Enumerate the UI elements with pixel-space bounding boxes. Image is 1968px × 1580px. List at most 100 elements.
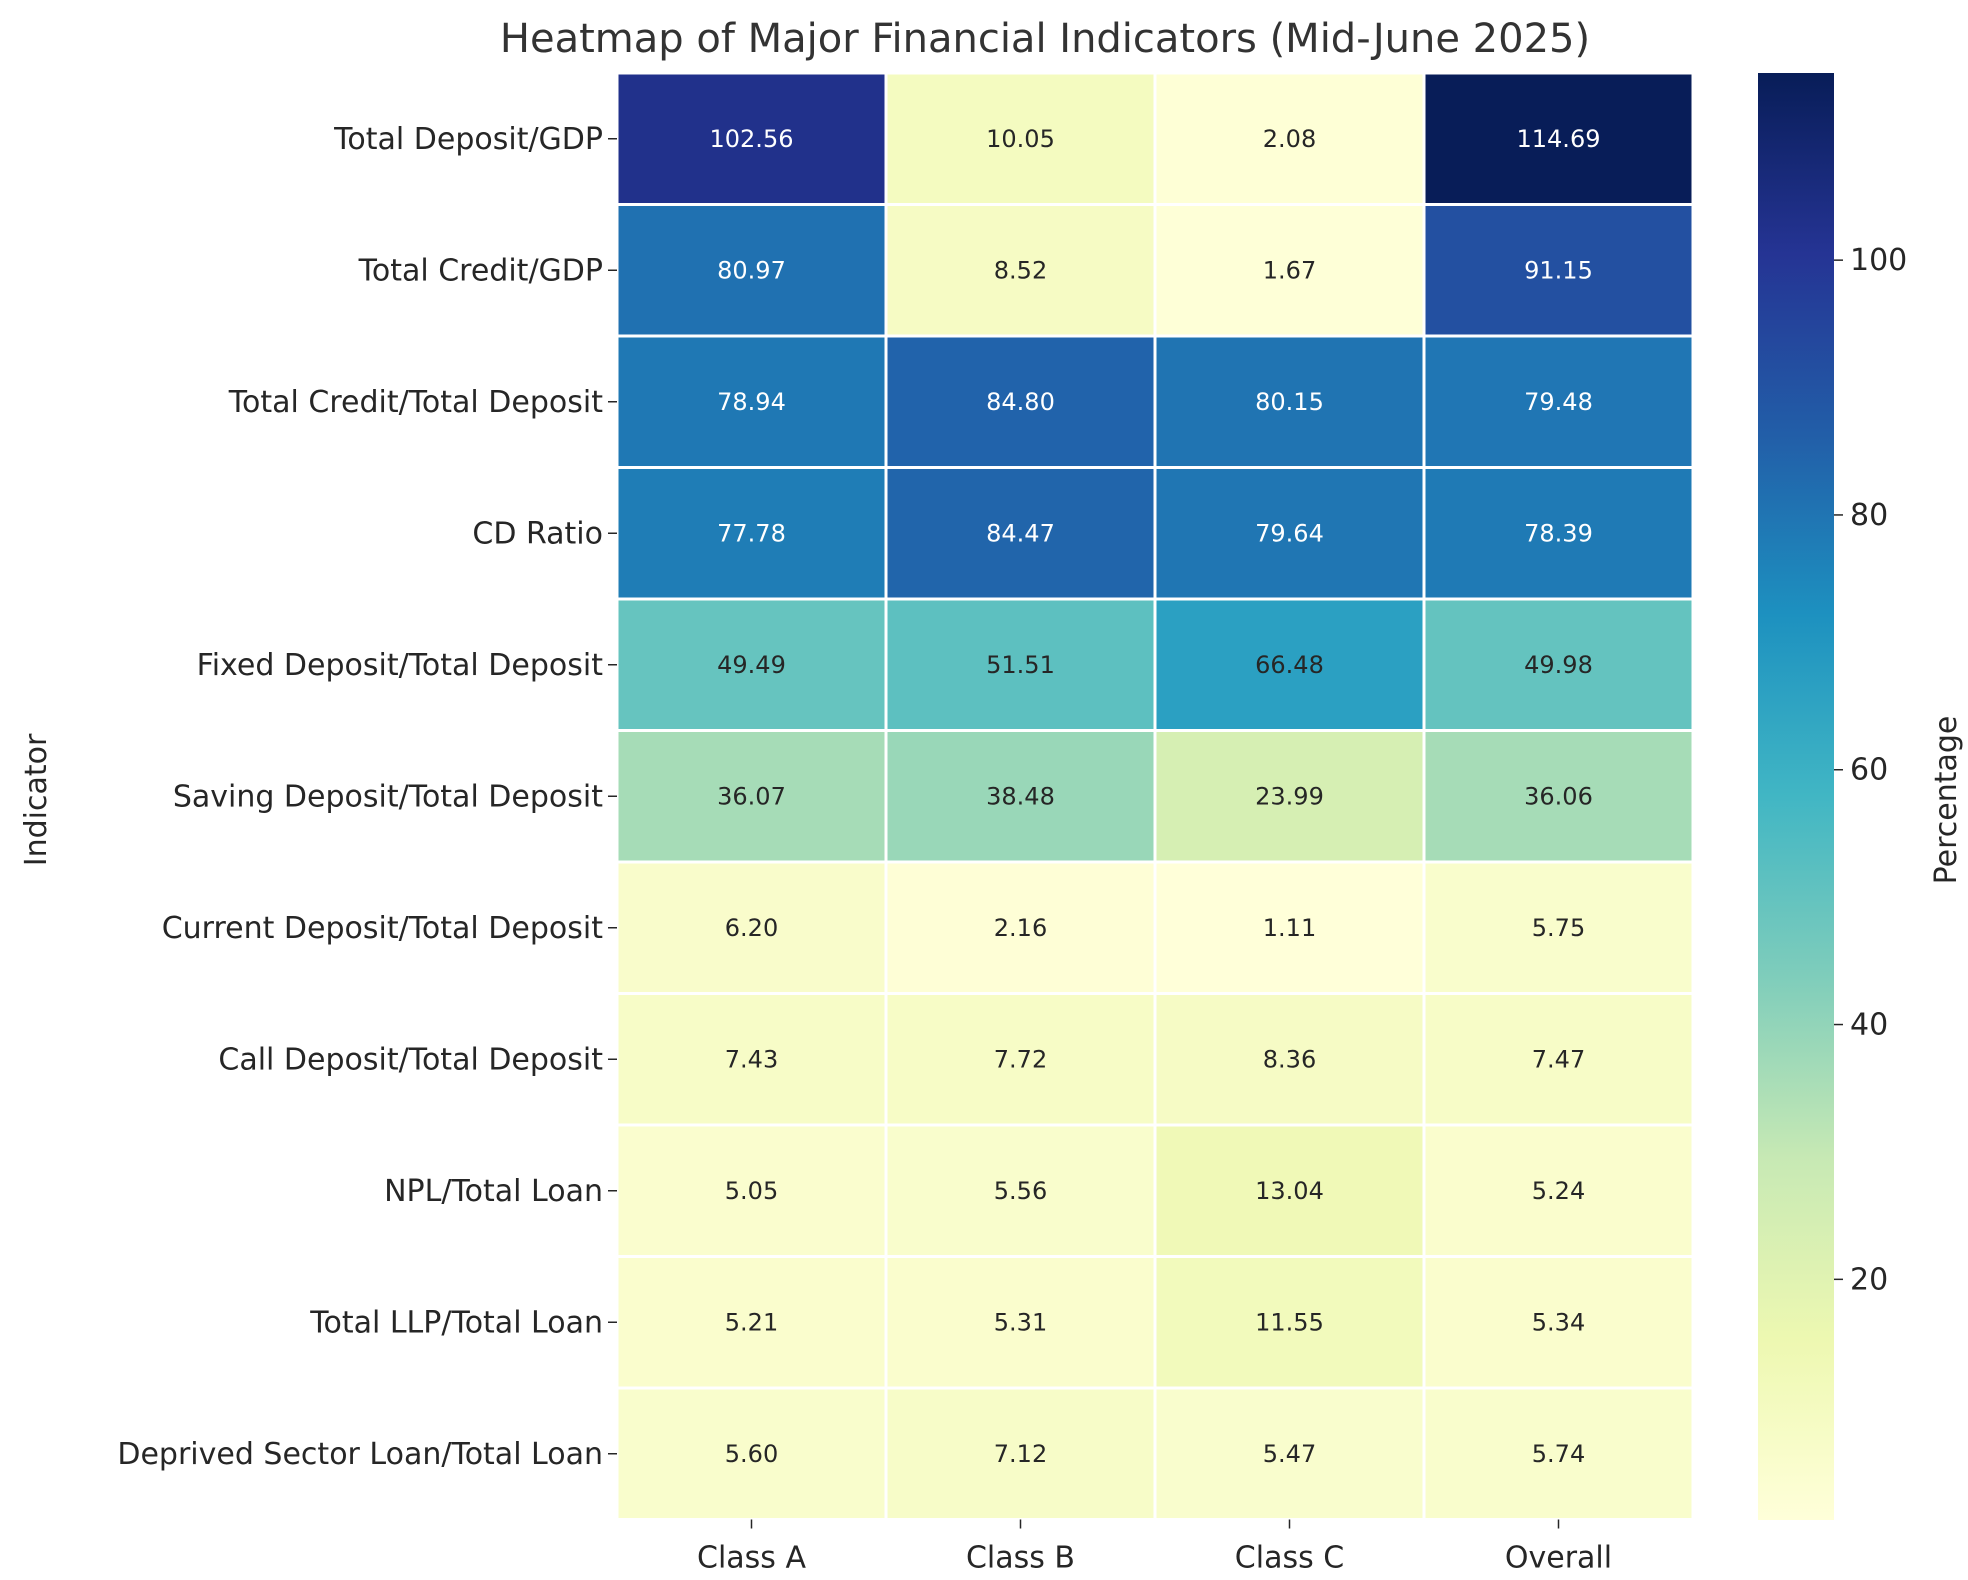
y-axis-label: Indicator: [19, 733, 54, 866]
cell-value-label: 1.67: [1263, 256, 1316, 284]
cell-value-label: 51.51: [986, 651, 1055, 679]
heatmap-cell: [1422, 1255, 1695, 1390]
cell-value-label: 5.34: [1532, 1308, 1585, 1336]
heatmap-cell: [615, 860, 888, 995]
cell-value-label: 8.36: [1263, 1045, 1316, 1073]
heatmap-cell: [884, 466, 1157, 601]
heatmap-cell: [884, 1386, 1157, 1521]
cell-value-label: 114.69: [1517, 125, 1601, 153]
heatmap-cell: [1422, 597, 1695, 732]
heatmap-cell: [1422, 334, 1695, 469]
cell-value-label: 36.07: [717, 782, 786, 810]
cell-value-label: 49.98: [1524, 651, 1593, 679]
cell-value-label: 5.05: [725, 1177, 778, 1205]
cell-value-label: 84.47: [986, 519, 1055, 547]
y-tick-label: Total Credit/Total Deposit: [228, 385, 603, 420]
cell-value-label: 8.52: [994, 256, 1047, 284]
y-tick-label: Current Deposit/Total Deposit: [162, 911, 604, 946]
heatmap-cells: [615, 71, 1695, 1521]
heatmap-cell: [1153, 1255, 1426, 1390]
cell-value-label: 7.12: [994, 1440, 1047, 1468]
heatmap-cell: [1153, 860, 1426, 995]
colorbar-tick-label: 80: [1850, 498, 1888, 533]
y-axis-ticks: Total Deposit/GDP Total Credit/GDP Total C…: [117, 122, 617, 1472]
heatmap-cell: [884, 203, 1157, 338]
heatmap-cell: [1153, 1386, 1426, 1521]
cell-value-label: 102.56: [710, 125, 794, 153]
heatmap-cell: [1422, 860, 1695, 995]
cell-value-label: 2.08: [1263, 125, 1316, 153]
colorbar-ticks: 20 40 60 80 100: [1834, 243, 1907, 1297]
cell-value-label: 7.47: [1532, 1045, 1585, 1073]
cell-value-label: 5.75: [1532, 914, 1585, 942]
colorbar: [1758, 73, 1834, 1520]
cell-value-label: 79.64: [1255, 519, 1324, 547]
cell-value-label: 78.94: [717, 388, 786, 416]
cell-value-label: 11.55: [1255, 1308, 1324, 1336]
cell-value-label: 84.80: [986, 388, 1055, 416]
y-tick-label: Fixed Deposit/Total Deposit: [197, 648, 604, 683]
cell-value-label: 78.39: [1524, 519, 1593, 547]
cell-value-label: 5.56: [994, 1177, 1047, 1205]
cell-value-label: 66.48: [1255, 651, 1324, 679]
colorbar-tick-label: 20: [1850, 1262, 1888, 1297]
x-tick-label: Overall: [1505, 1541, 1612, 1576]
cell-value-label: 5.74: [1532, 1440, 1585, 1468]
x-tick-label: Class B: [966, 1541, 1075, 1576]
heatmap-cell: [1422, 1386, 1695, 1521]
cell-value-label: 5.21: [725, 1308, 778, 1336]
colorbar-tick-label: 60: [1850, 753, 1888, 788]
heatmap-cell: [1422, 729, 1695, 864]
heatmap-cell: [615, 729, 888, 864]
heatmap-cell: [1422, 71, 1695, 206]
cell-value-label: 80.15: [1255, 388, 1324, 416]
chart-title: Heatmap of Major Financial Indicators (M…: [500, 16, 1590, 62]
y-tick-label: Total LLP/Total Loan: [309, 1305, 603, 1340]
y-tick-label: Total Deposit/GDP: [333, 122, 603, 157]
cell-value-label: 5.60: [725, 1440, 778, 1468]
cell-value-label: 38.48: [986, 782, 1055, 810]
cell-value-label: 6.20: [725, 914, 778, 942]
heatmap-cell: [1422, 1123, 1695, 1258]
colorbar-tick-label: 40: [1850, 1008, 1888, 1043]
heatmap-cell: [884, 71, 1157, 206]
heatmap-cell: [615, 1255, 888, 1390]
cell-value-label: 79.48: [1524, 388, 1593, 416]
cell-value-label: 80.97: [717, 256, 786, 284]
cell-value-label: 5.47: [1263, 1440, 1316, 1468]
heatmap-cell: [884, 334, 1157, 469]
y-tick-label: Deprived Sector Loan/Total Loan: [117, 1437, 603, 1472]
cell-value-label: 1.11: [1263, 914, 1316, 942]
cell-value-label: 5.31: [994, 1308, 1047, 1336]
heatmap-cell: [884, 597, 1157, 732]
y-tick-label: NPL/Total Loan: [384, 1174, 603, 1209]
x-tick-label: Class A: [697, 1541, 806, 1576]
cell-value-label: 36.06: [1524, 782, 1593, 810]
cell-value-label: 7.72: [994, 1045, 1047, 1073]
heatmap-cell: [884, 729, 1157, 864]
colorbar-label: Percentage: [1929, 716, 1964, 885]
heatmap-cell: [1153, 992, 1426, 1127]
heatmap-cell: [1422, 466, 1695, 601]
x-tick-label: Class C: [1235, 1541, 1344, 1576]
y-tick-label: Saving Deposit/Total Deposit: [173, 779, 603, 814]
colorbar-tick-label: 100: [1850, 243, 1907, 278]
cell-value-label: 23.99: [1255, 782, 1324, 810]
cell-value-label: 49.49: [717, 651, 786, 679]
heatmap-cell: [1153, 597, 1426, 732]
cell-value-label: 2.16: [994, 914, 1047, 942]
heatmap-cell: [615, 71, 888, 206]
cell-value-label: 5.24: [1532, 1177, 1585, 1205]
y-tick-label: Total Credit/GDP: [358, 253, 603, 288]
heatmap-cell-labels: 102.56 10.05 2.08 114.69 80.97 8.52 1.67 91.15 7…: [710, 125, 1601, 1468]
cell-value-label: 10.05: [986, 125, 1055, 153]
heatmap-cell: [1153, 729, 1426, 864]
cell-value-label: 13.04: [1255, 1177, 1324, 1205]
heatmap-cell: [1153, 71, 1426, 206]
cell-value-label: 77.78: [717, 519, 786, 547]
heatmap-cell: [615, 992, 888, 1127]
y-tick-label: Call Deposit/Total Deposit: [218, 1042, 603, 1077]
y-tick-label: CD Ratio: [472, 516, 603, 551]
cell-value-label: 91.15: [1524, 256, 1593, 284]
